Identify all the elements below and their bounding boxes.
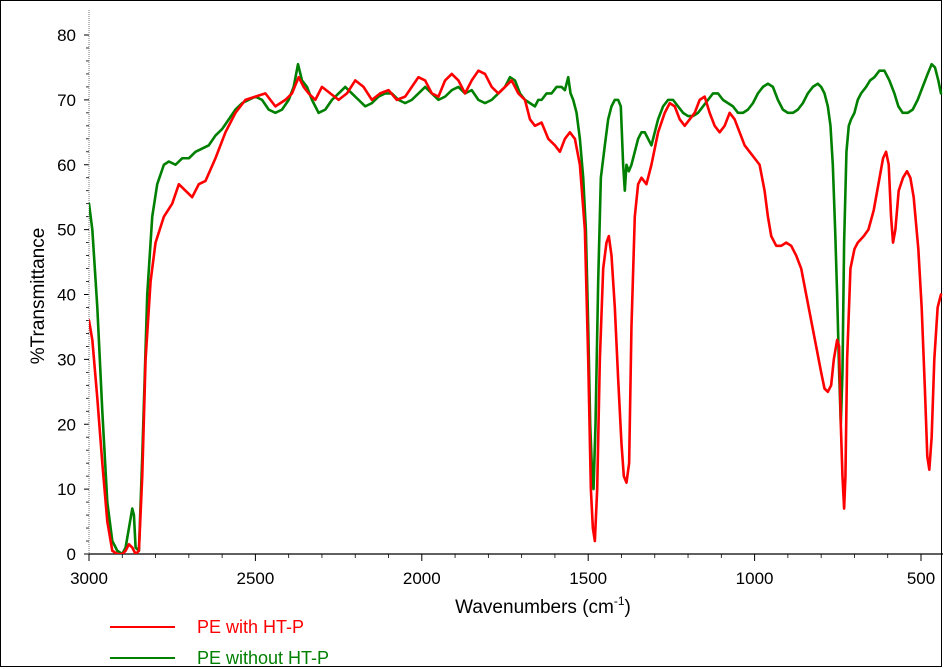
y-tick-label: 0 bbox=[67, 545, 76, 564]
x-axis-ticks: 3000 2500 2000 1500 1000 500 bbox=[70, 554, 935, 588]
y-tick-label: 40 bbox=[57, 286, 76, 305]
y-axis-ticks: 0 10 20 30 40 50 60 70 80 bbox=[57, 26, 89, 564]
y-tick-label: 60 bbox=[57, 156, 76, 175]
x-minor-ticks bbox=[121, 554, 889, 558]
x-axis-title: Wavenumbers (cm-1) bbox=[455, 594, 631, 618]
y-tick-label: 80 bbox=[57, 26, 76, 45]
y-tick-label: 70 bbox=[57, 91, 76, 110]
legend-label-series-1: PE with HT-P bbox=[197, 617, 304, 637]
x-tick-label: 1000 bbox=[736, 569, 774, 588]
legend: PE with HT-P PE without HT-P bbox=[110, 617, 329, 668]
x-tick-label: 2500 bbox=[236, 569, 274, 588]
series-layer bbox=[89, 62, 943, 554]
x-tick-label: 500 bbox=[907, 569, 935, 588]
series-line-1 bbox=[89, 69, 943, 554]
x-tick-label: 1500 bbox=[569, 569, 607, 588]
legend-label-series-2: PE without HT-P bbox=[197, 648, 329, 668]
y-tick-label: 10 bbox=[57, 480, 76, 499]
legend-item-series-2: PE without HT-P bbox=[110, 648, 329, 668]
x-tick-label: 2000 bbox=[403, 569, 441, 588]
x-tick-label: 3000 bbox=[70, 569, 108, 588]
legend-item-series-1: PE with HT-P bbox=[110, 617, 304, 637]
y-tick-label: 30 bbox=[57, 350, 76, 369]
y-tick-label: 20 bbox=[57, 415, 76, 434]
series-line-2 bbox=[89, 62, 943, 554]
y-axis-title: %Transmittance bbox=[28, 228, 49, 365]
y-tick-label: 50 bbox=[57, 221, 76, 240]
